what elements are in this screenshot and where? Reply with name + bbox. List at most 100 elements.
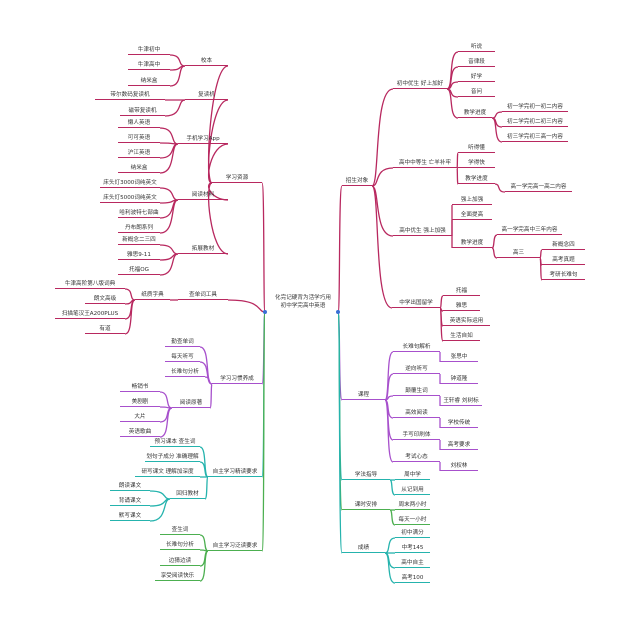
node-zzzd1[interactable]: 牛津高阶第八版词典	[55, 279, 125, 289]
node-fd3[interactable]: 边猜边读	[160, 556, 200, 566]
node-gs2[interactable]: 高考真题	[542, 255, 585, 265]
node-fdj[interactable]: 复读机	[185, 90, 228, 100]
node-kc31[interactable]: 王轩睿 刘树标	[440, 396, 482, 406]
node-cdc[interactable]: 查单词工具	[178, 290, 228, 300]
node-app3[interactable]: 沪江英语	[118, 148, 160, 158]
node-ydcl1[interactable]: 床头灯3000词纯英文	[100, 178, 160, 188]
node-jd3[interactable]: 研写课文 理解加深度	[135, 467, 200, 477]
node-cg[interactable]: 中学出国留学	[392, 298, 440, 308]
node-ks2[interactable]: 每天一小时	[395, 515, 430, 525]
node-zzzd4[interactable]: 有道	[85, 324, 125, 334]
node-cz3[interactable]: 好学	[458, 72, 495, 82]
node-jd2[interactable]: 划句子成分 准确理解	[145, 452, 200, 462]
node-hgjc[interactable]: 回归教材	[170, 489, 205, 499]
node-cz51[interactable]: 初一学完初一初二内容	[502, 102, 568, 112]
node-ydcl4[interactable]: 丹布朗系列	[118, 223, 160, 233]
node-kc1[interactable]: 长难句解析	[393, 342, 440, 352]
node-kc61[interactable]: 刘权林	[440, 461, 478, 471]
node-kc41[interactable]: 学校传统	[440, 418, 478, 428]
node-kc3[interactable]: 颠覆生词	[393, 386, 440, 396]
node-gzy1[interactable]: 强上加强	[452, 195, 492, 205]
node-cj2[interactable]: 中考145	[395, 543, 430, 553]
node-gs1[interactable]: 新概念四	[542, 240, 585, 250]
node-ydyz[interactable]: 阅读原著	[172, 398, 210, 408]
node-gzy[interactable]: 高中优生 强上加强	[393, 226, 452, 236]
node-gzy32[interactable]: 高三	[497, 248, 540, 258]
node-hg1[interactable]: 朗读课文	[110, 481, 150, 491]
node-app2[interactable]: 可可英语	[118, 133, 160, 143]
node-cz5[interactable]: 教学进度	[458, 108, 492, 118]
node-fd1[interactable]: 查生词	[160, 525, 200, 535]
node-fd4[interactable]: 享受阅读快乐	[155, 571, 200, 581]
node-xfzd[interactable]: 学法指导	[342, 470, 390, 480]
node-gzy3[interactable]: 教学进度	[452, 238, 492, 248]
node-app[interactable]: 手机学习App	[178, 134, 228, 144]
node-cg4[interactable]: 生活自如	[443, 331, 480, 341]
node-fdj2[interactable]: 磁带复读机	[120, 106, 165, 116]
node-hg2[interactable]: 背诵课文	[110, 496, 150, 506]
node-kc21[interactable]: 钟道隆	[440, 374, 478, 384]
node-tzjc[interactable]: 拓展教材	[178, 244, 228, 254]
node-xg1[interactable]: 勤查单词	[165, 337, 200, 347]
node-cj3[interactable]: 高中自主	[395, 558, 430, 568]
node-tzjc2[interactable]: 雅思9-11	[118, 250, 160, 260]
node-cg1[interactable]: 托福	[443, 286, 480, 296]
node-ks1[interactable]: 周末两小时	[395, 500, 430, 510]
node-zzzd2[interactable]: 朗文高级	[85, 294, 125, 304]
node-tzjc1[interactable]: 新概念二三四	[118, 235, 160, 245]
node-cz53[interactable]: 初三学完初三高一内容	[502, 132, 568, 142]
node-ydcl[interactable]: 阅读材料	[178, 190, 228, 200]
node-xb3[interactable]: 纳米盒	[128, 76, 170, 86]
node-yd4[interactable]: 英语歌曲	[120, 427, 160, 437]
node-kc2[interactable]: 逆向听写	[393, 364, 440, 374]
node-ydcl3[interactable]: 哈利波特七部曲	[118, 208, 160, 218]
node-kc51[interactable]: 高考要求	[440, 440, 478, 450]
node-cz4[interactable]: 音问	[458, 87, 495, 97]
node-cz2[interactable]: 音律段	[458, 57, 495, 67]
node-zyzy[interactable]: 学习资源	[212, 173, 262, 183]
node-ksap[interactable]: 课时安排	[342, 500, 390, 510]
node-ydcl2[interactable]: 床头灯5000词纯英文	[100, 193, 160, 203]
node-xf2[interactable]: 从记到用	[395, 485, 430, 495]
node-app4[interactable]: 纳米盒	[118, 163, 160, 173]
node-cz52[interactable]: 初二学完初二初三内容	[502, 117, 568, 127]
node-xb1[interactable]: 牛津初中	[128, 45, 170, 55]
node-cz[interactable]: 初中优生 好上加好	[393, 79, 447, 89]
node-gzz3[interactable]: 教学进度	[458, 174, 495, 184]
node-jd1[interactable]: 预习课本 查生词	[150, 437, 200, 447]
node-kc5[interactable]: 手写印刷体	[393, 430, 440, 440]
node-gzz2[interactable]: 学得快	[458, 158, 495, 168]
node-yd3[interactable]: 大片	[120, 412, 160, 422]
node-cg3[interactable]: 英语实际运用	[443, 316, 490, 326]
node-cj1[interactable]: 初中满分	[395, 528, 430, 538]
node-kc6[interactable]: 考试心态	[393, 452, 440, 462]
node-kc4[interactable]: 高效阅读	[393, 408, 440, 418]
node-yd2[interactable]: 美剧剧	[120, 397, 160, 407]
node-xgyc[interactable]: 学习习惯养成	[212, 374, 262, 384]
node-kc11[interactable]: 张思中	[440, 352, 478, 362]
node-cz1[interactable]: 听说	[458, 42, 495, 52]
node-gzz1[interactable]: 听得懂	[458, 143, 495, 153]
node-kc[interactable]: 课程	[342, 390, 385, 400]
node-xf1[interactable]: 周中学	[395, 470, 430, 480]
node-gs3[interactable]: 考研长难句	[542, 270, 585, 280]
node-yd1[interactable]: 畅销书	[120, 382, 160, 392]
node-zzzd3[interactable]: 扫描笔汉王A200PLUS	[55, 309, 125, 319]
node-zzzd[interactable]: 纸质字典	[135, 290, 170, 300]
node-fd2[interactable]: 长难句分析	[160, 540, 200, 550]
node-fdj1[interactable]: 带尔数码复读机	[95, 90, 165, 100]
node-fdyq[interactable]: 自主学习泛读要求	[208, 541, 262, 551]
node-gzy2[interactable]: 全面提高	[452, 210, 492, 220]
node-xg3[interactable]: 长难句分析	[165, 367, 205, 377]
node-hg3[interactable]: 默写课文	[110, 511, 150, 521]
node-zsdx[interactable]: 招生对象	[342, 176, 372, 186]
node-cj4[interactable]: 高考100	[395, 573, 430, 583]
central-topic[interactable]: 化完记硬背为活学巧用 初中学完高中英语	[266, 294, 340, 310]
node-gzz[interactable]: 高中中等生 亡羊补牢	[393, 158, 457, 168]
node-xg2[interactable]: 每天听写	[165, 352, 200, 362]
node-xb2[interactable]: 牛津高中	[128, 60, 170, 70]
node-gzz31[interactable]: 高一学完高一高二内容	[505, 182, 572, 192]
node-xb[interactable]: 校本	[185, 56, 228, 66]
node-tzjc3[interactable]: 托福OG	[118, 265, 160, 275]
node-gzy31[interactable]: 高一学完高中三年内容	[497, 225, 562, 235]
